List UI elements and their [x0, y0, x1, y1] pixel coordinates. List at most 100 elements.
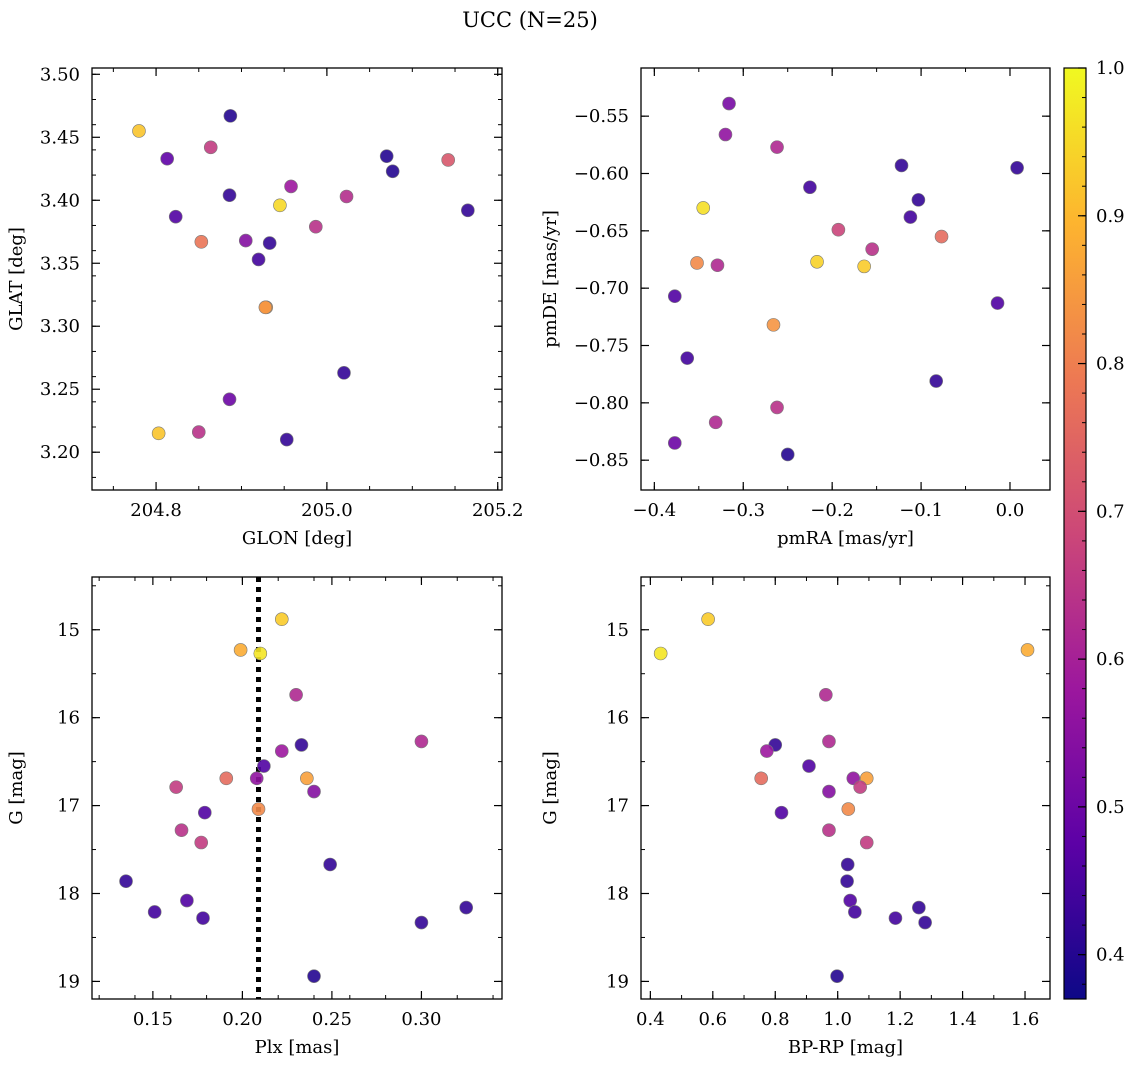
- y-tick-label: 3.45: [40, 127, 80, 148]
- data-point: [903, 210, 918, 224]
- x-tick-label: −0.1: [899, 500, 943, 521]
- data-point: [274, 612, 289, 627]
- data-point: [857, 259, 871, 274]
- data-point: [822, 734, 836, 749]
- y-tick-label: 3.25: [40, 379, 80, 400]
- data-point: [307, 784, 321, 799]
- data-point: [690, 256, 704, 270]
- y-tick-label: 3.50: [40, 64, 80, 85]
- y-tick-label: −0.75: [574, 336, 629, 357]
- y-tick-label: 3.35: [40, 253, 80, 274]
- y-tick-label: −0.80: [574, 393, 629, 414]
- data-point: [294, 738, 309, 752]
- data-point: [147, 905, 162, 919]
- x-axis-label: GLON [deg]: [242, 528, 352, 549]
- data-point: [284, 179, 298, 194]
- data-point: [238, 233, 253, 248]
- data-point: [219, 771, 234, 786]
- data-point: [323, 857, 337, 872]
- x-axis-label: Plx [mas]: [255, 1037, 340, 1058]
- data-point: [696, 201, 711, 215]
- data-point: [308, 219, 323, 234]
- x-tick-label: 204.8: [130, 500, 182, 521]
- data-point: [160, 151, 174, 166]
- y-tick-label: 19: [57, 971, 80, 992]
- data-point: [667, 289, 682, 304]
- data-point: [990, 296, 1005, 310]
- data-point: [339, 189, 354, 204]
- data-point: [894, 158, 909, 173]
- x-tick-label: −0.4: [632, 500, 676, 521]
- x-tick-label: −0.2: [810, 500, 854, 521]
- x-tick-label: 0.15: [133, 1009, 173, 1030]
- x-tick-label: 0.20: [222, 1009, 262, 1030]
- y-tick-label: −0.55: [574, 106, 629, 127]
- data-point: [300, 771, 314, 786]
- colorbar-frame: [1063, 67, 1087, 1000]
- panel-pmra-pmde: −0.4 −0.3 −0.2 −0.1 0.0 −0.85 −0.80 −0.75 −0.70 −…: [540, 67, 1051, 549]
- data-point: [754, 771, 769, 786]
- x-tick-label: 1.2: [886, 1009, 915, 1030]
- x-tick-label: 0.25: [312, 1009, 352, 1030]
- data-point: [848, 905, 862, 919]
- data-point: [780, 447, 795, 462]
- x-tick-label: 205.0: [301, 500, 353, 521]
- data-point: [441, 153, 455, 167]
- axes-frame: [91, 67, 503, 491]
- data-point: [802, 759, 816, 773]
- y-tick-label: 16: [57, 708, 80, 729]
- axes-frame: [640, 67, 1051, 491]
- x-tick-label: 0.6: [698, 1009, 727, 1030]
- data-point: [718, 127, 733, 142]
- x-tick-label: 1.4: [948, 1009, 977, 1030]
- colorbar-tick-label: 0.9: [1096, 206, 1125, 227]
- data-point: [279, 432, 294, 447]
- data-point: [273, 198, 287, 213]
- y-tick-label: 15: [606, 620, 629, 641]
- data-point: [680, 351, 695, 365]
- data-point: [708, 415, 723, 430]
- y-tick-label: 17: [57, 796, 80, 817]
- data-point: [853, 780, 867, 794]
- x-tick-label: 205.2: [472, 500, 524, 521]
- y-axis-label: G [mag]: [540, 751, 561, 824]
- data-point: [191, 425, 206, 439]
- data-point: [151, 426, 166, 441]
- data-point: [169, 780, 183, 794]
- data-point: [258, 300, 273, 315]
- y-tick-label: 18: [606, 884, 629, 905]
- data-point: [859, 835, 874, 850]
- x-tick-label: 0.30: [401, 1009, 441, 1030]
- data-point: [251, 252, 266, 267]
- data-point: [810, 254, 824, 269]
- data-point: [822, 784, 836, 799]
- x-tick-label: 0.8: [761, 1009, 790, 1030]
- colorbar: 0.4 0.5 0.6 0.7 0.8 0.9 1.0: [1063, 58, 1125, 1000]
- data-point: [274, 744, 289, 758]
- data-point: [822, 823, 836, 838]
- data-point: [929, 374, 943, 388]
- colorbar-tick-label: 0.4: [1096, 945, 1125, 966]
- data-point: [831, 222, 846, 237]
- data-point: [222, 392, 237, 407]
- colorbar-tick-label: 1.0: [1096, 58, 1125, 79]
- data-point: [194, 835, 209, 850]
- y-axis-label: GLAT [deg]: [6, 227, 27, 331]
- data-point: [843, 893, 857, 908]
- data-point: [1020, 643, 1035, 657]
- y-tick-label: −0.65: [574, 221, 629, 242]
- data-point: [819, 688, 833, 702]
- data-point: [918, 915, 932, 930]
- data-point: [262, 236, 277, 250]
- data-point: [174, 823, 189, 838]
- colorbar-gradient: [1064, 68, 1086, 999]
- data-point: [196, 911, 210, 925]
- colorbar-tick-label: 0.5: [1096, 797, 1125, 818]
- data-point: [459, 900, 473, 915]
- data-point: [888, 911, 903, 925]
- y-tick-label: 3.20: [40, 442, 80, 463]
- data-point: [1010, 160, 1024, 175]
- data-point: [667, 436, 682, 450]
- x-tick-label: 1.6: [1011, 1009, 1040, 1030]
- y-tick-label: 3.40: [40, 190, 80, 211]
